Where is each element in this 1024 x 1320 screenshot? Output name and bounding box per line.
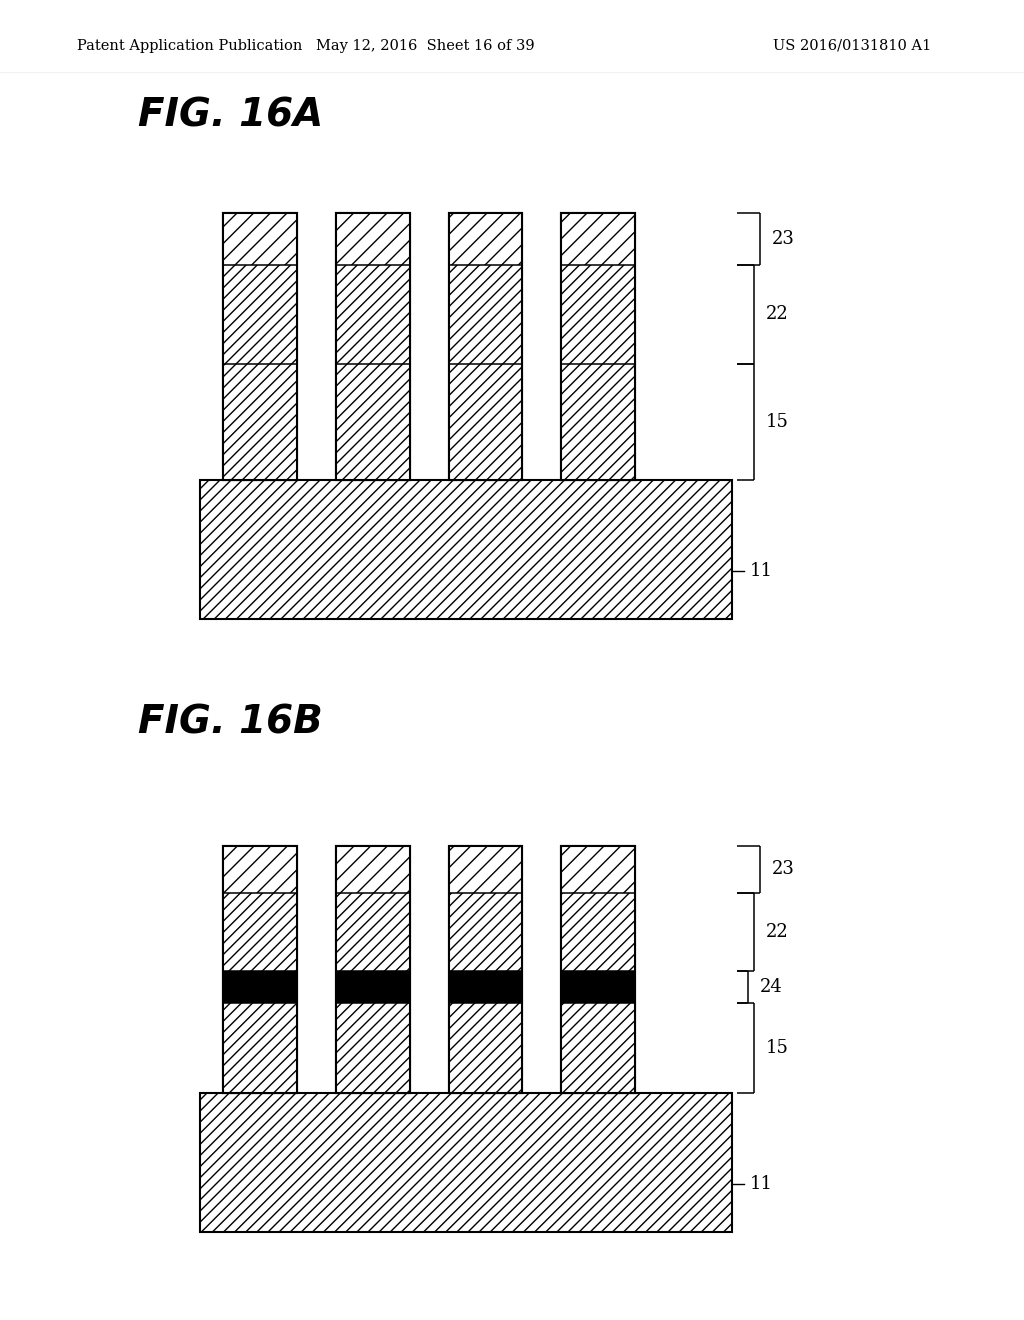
Bar [336, 846, 410, 1093]
Bar [336, 892, 410, 972]
Bar [223, 213, 297, 480]
Text: US 2016/0131810 A1: US 2016/0131810 A1 [773, 38, 932, 53]
Bar [336, 213, 410, 480]
Bar [223, 846, 297, 892]
Text: 15: 15 [766, 1039, 788, 1057]
Bar [449, 265, 522, 364]
Bar [336, 972, 410, 1003]
Bar [561, 265, 635, 364]
Bar [223, 972, 297, 1003]
Bar [223, 892, 297, 972]
Bar [336, 265, 410, 364]
Text: 24: 24 [760, 978, 782, 997]
Bar [449, 1003, 522, 1093]
Bar [223, 846, 297, 1093]
Bar [561, 892, 635, 972]
Bar [561, 846, 635, 1093]
Bar [561, 846, 635, 892]
Bar [223, 213, 297, 265]
Bar [200, 1093, 732, 1233]
Text: FIG. 16A: FIG. 16A [138, 96, 324, 135]
Text: 22: 22 [766, 305, 788, 323]
Bar [449, 846, 522, 1093]
Bar [561, 846, 635, 1093]
Bar [336, 213, 410, 265]
Bar [449, 213, 522, 480]
Bar [561, 213, 635, 480]
Text: 22: 22 [766, 923, 788, 941]
Bar [336, 213, 410, 480]
Bar [223, 265, 297, 364]
Bar [223, 846, 297, 1093]
Text: Patent Application Publication: Patent Application Publication [77, 38, 302, 53]
Text: May 12, 2016  Sheet 16 of 39: May 12, 2016 Sheet 16 of 39 [315, 38, 535, 53]
Bar [200, 480, 732, 619]
Bar [449, 892, 522, 972]
Bar [449, 972, 522, 1003]
Text: 11: 11 [750, 561, 772, 579]
Bar [223, 213, 297, 480]
Text: 23: 23 [772, 230, 795, 248]
Bar [336, 1003, 410, 1093]
Bar [561, 364, 635, 480]
Bar [223, 364, 297, 480]
Bar [200, 1093, 732, 1233]
Bar [200, 480, 732, 619]
Bar [449, 213, 522, 265]
Bar [336, 364, 410, 480]
Text: 23: 23 [772, 861, 795, 878]
Text: 11: 11 [750, 1175, 772, 1192]
Bar [336, 846, 410, 892]
Bar [561, 213, 635, 480]
Bar [449, 213, 522, 480]
Bar [561, 1003, 635, 1093]
Bar [561, 213, 635, 265]
Bar [449, 846, 522, 1093]
Bar [336, 846, 410, 1093]
Text: 15: 15 [766, 413, 788, 430]
Bar [449, 846, 522, 892]
Text: FIG. 16B: FIG. 16B [138, 704, 323, 742]
Bar [223, 1003, 297, 1093]
Bar [561, 972, 635, 1003]
Bar [449, 364, 522, 480]
